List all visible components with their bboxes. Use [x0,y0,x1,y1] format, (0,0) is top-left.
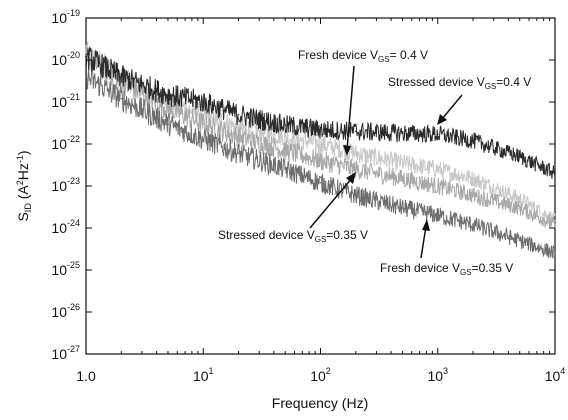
annotation-fresh-0-35: Fresh device VGS=0.35 V [380,219,513,277]
series-2-point-5 [284,149,287,152]
annotation-arrow [420,225,427,259]
series-0-point-11 [518,155,521,158]
x-tick-label: 104 [545,366,566,384]
x-tick-label: 103 [427,366,448,384]
y-tick-label: 10-19 [51,8,80,26]
series-0-point-10 [472,139,474,142]
series-1-point-9 [437,168,439,171]
series-3-point-12 [554,252,556,255]
y-axis-title: SID (A2Hz-1) [15,150,33,221]
series-2-point-10 [472,194,474,197]
series-0-point-7 [355,130,357,133]
series-0-point-1 [120,75,123,78]
arrow-head [422,219,430,231]
annotation-label: Fresh device VGS= 0.4 V [298,48,428,64]
series-1-point-11 [518,197,521,200]
series-0-point-12 [554,172,556,175]
series-3-point-3 [202,138,205,140]
series-0-point-2 [167,93,169,96]
annotation-label: Fresh device VGS=0.35 V [380,261,513,277]
series-line-0 [85,47,556,179]
series-3-point-6 [319,181,322,184]
series-2-point-9 [437,185,439,187]
series-2-point-2 [167,107,169,110]
arrow-head [437,114,447,125]
series-3-point-0 [85,75,87,78]
y-tick-label: 10-22 [51,134,80,152]
annotation-label: Stressed device VGS=0.35 V [218,228,368,244]
series-3-point-5 [284,168,287,171]
y-tick-label: 10-27 [51,344,80,362]
series-3-point-11 [518,239,521,242]
series-0-point-6 [319,128,322,131]
series-3-point-7 [355,194,357,197]
annotation-fresh-0-4: Fresh device VGS= 0.4 V [298,48,428,156]
series-1-point-10 [472,177,474,180]
series-0-point-8 [401,132,404,135]
y-tick-label: 10-26 [51,302,80,320]
series-line-3 [85,65,556,259]
series-3-point-8 [401,207,404,209]
y-tick-label: 10-21 [51,92,80,110]
y-tick-label: 10-24 [51,218,80,236]
x-tick-label: 1.0 [76,368,96,384]
series-0-point-5 [284,124,287,126]
annotation-arrow [441,94,463,120]
arrow-head [346,172,356,184]
series-2-point-8 [401,177,404,180]
annotation-stressed-0-4: Stressed device VGS=0.4 V [388,75,531,125]
series-2-point-4 [237,135,240,138]
x-tick-label: 101 [193,366,214,384]
x-tick-label: 102 [310,366,331,384]
y-tick-label: 10-20 [51,50,80,68]
series-2-point-7 [355,168,357,171]
series-3-point-1 [120,97,123,100]
series-2-point-11 [518,207,521,209]
series-1-point-5 [284,135,287,138]
y-tick-label: 10-25 [51,260,80,278]
tick-layer: 1.0 101 102 103 104 10-19 10-20 10-21 10-22 10-23… [51,8,565,384]
series-2-point-3 [202,123,205,125]
series-3-point-9 [437,214,439,217]
series-0-point-0 [85,55,87,58]
series-1-point-4 [237,126,240,129]
annotation-stressed-0-35: Stressed device VGS=0.35 V [218,172,368,244]
series-0-point-9 [437,133,439,136]
series-2-point-12 [554,223,556,226]
series-1-point-6 [319,143,322,145]
series-3-point-10 [472,223,474,226]
series-2-point-6 [319,159,322,162]
annotation-label: Stressed device VGS=0.4 V [388,75,531,91]
y-tick-label: 10-23 [51,176,80,194]
series-1-point-8 [401,162,404,164]
series-layer [85,41,556,259]
series-0-point-4 [237,113,240,116]
series-3-point-2 [167,123,169,125]
annotation-arrow [346,65,355,151]
series-line-2 [85,45,556,229]
series-1-point-7 [355,152,357,155]
annotation-arrow [309,177,353,229]
series-0-point-3 [202,101,205,103]
series-3-point-4 [237,152,240,155]
x-axis-title: Frequency (Hz) [272,395,368,411]
arrow-head [343,145,351,156]
